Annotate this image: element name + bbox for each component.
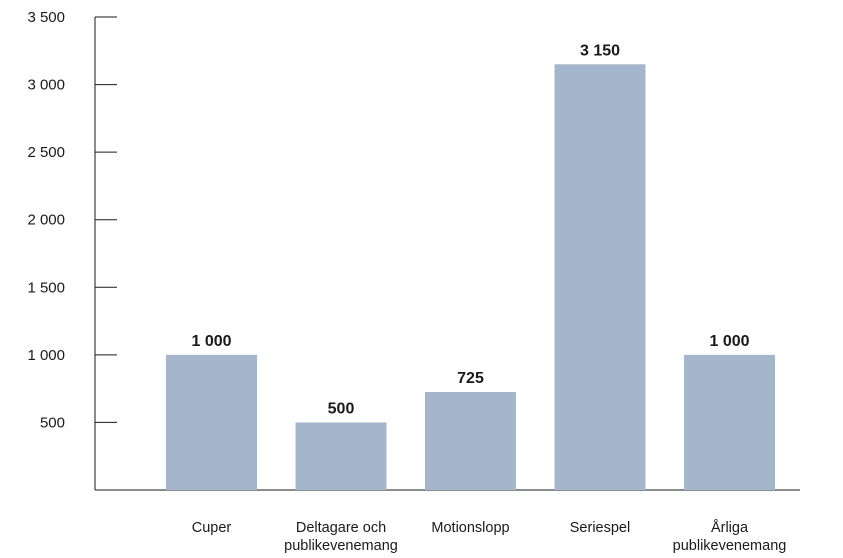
y-tick-label: 2 500	[27, 144, 65, 161]
bar-value-label: 1 000	[709, 333, 749, 350]
category-label: Cuper	[192, 520, 232, 536]
category-label-line: Motionslopp	[431, 520, 509, 536]
bar-value-label: 725	[457, 370, 484, 387]
category-label-line: Deltagare och	[296, 520, 386, 536]
category-label-line: Seriespel	[570, 520, 630, 536]
bar	[166, 355, 257, 490]
bar	[684, 355, 775, 490]
category-label: Seriespel	[570, 520, 630, 536]
y-tick-label: 3 000	[27, 77, 65, 94]
category-label: Årliga publikevenemang	[673, 519, 787, 554]
category-label: Motionslopp	[431, 520, 509, 536]
bar	[296, 422, 387, 490]
bar	[425, 392, 516, 490]
y-axis: 500 1 000 1 500 2 000 2 500 3 000 3 500	[27, 9, 117, 490]
category-label-line: publikevenemang	[284, 538, 398, 554]
y-tick-label: 1 500	[27, 279, 65, 296]
category-labels: Cuper Deltagare och publikevenemang Motions…	[192, 519, 787, 554]
bar-value-label: 500	[328, 400, 355, 417]
category-label-line: Cuper	[192, 520, 232, 536]
bars	[166, 64, 775, 490]
y-tick-label: 3 500	[27, 9, 65, 26]
bar-value-label: 3 150	[580, 42, 620, 59]
bar	[555, 64, 646, 490]
y-tick-label: 500	[40, 414, 65, 431]
y-tick-label: 1 000	[27, 347, 65, 364]
category-label: Deltagare och publikevenemang	[284, 520, 398, 554]
y-tick-label: 2 000	[27, 212, 65, 229]
value-labels: 1 000 500 725 3 150 1 000	[191, 42, 749, 417]
category-label-line: publikevenemang	[673, 538, 787, 554]
bar-value-label: 1 000	[191, 333, 231, 350]
category-label-line: Årliga	[711, 519, 749, 536]
